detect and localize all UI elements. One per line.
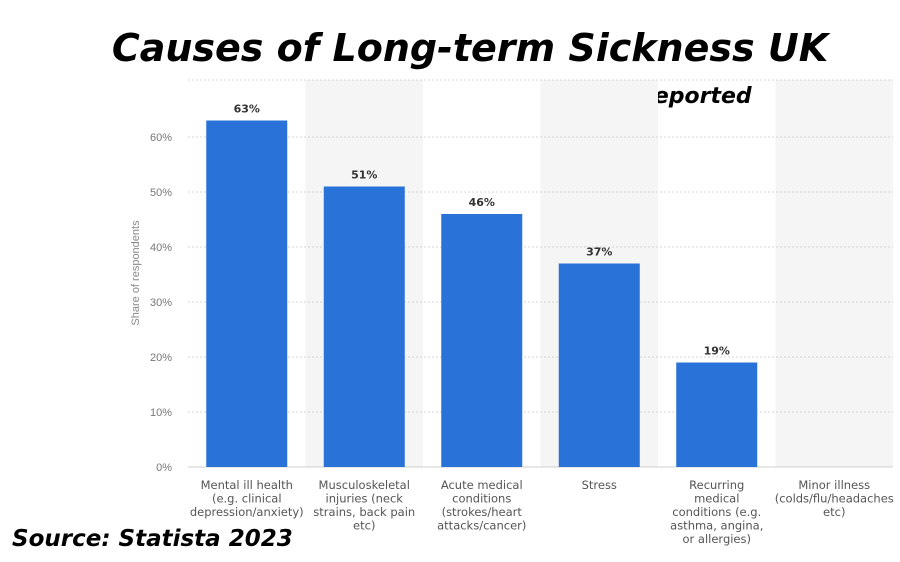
y-tick-label: 20%	[150, 352, 172, 364]
y-tick-label: 50%	[150, 187, 172, 199]
data-label: 63%	[234, 103, 260, 116]
x-tick-label: Musculoskeletal injuries (neck strains, ba…	[313, 478, 415, 533]
x-tick-label: Acute medical conditions (strokes/heart att…	[437, 478, 526, 533]
bar	[323, 186, 405, 467]
y-tick-label: 30%	[150, 297, 172, 309]
source-note: Source: Statista 2023	[12, 526, 293, 552]
data-label: 51%	[351, 169, 377, 182]
bar	[676, 362, 758, 467]
y-tick-label: 10%	[150, 407, 172, 419]
x-tick-label: Minor illness (colds/flu/headaches etc)	[775, 478, 894, 519]
bar	[206, 120, 288, 467]
y-tick-label: 40%	[150, 242, 172, 254]
x-tick-label: Mental ill health (e.g. clinical depressio…	[190, 478, 304, 519]
x-tick-label: Stress	[582, 478, 617, 492]
y-axis-label: Share of respondents	[130, 220, 142, 326]
bar	[441, 214, 523, 467]
data-label: 19%	[704, 345, 730, 358]
x-tick-label: Recurring medical conditions (e.g. asthma, …	[670, 478, 763, 546]
y-tick-label: 60%	[150, 132, 172, 144]
data-label: 37%	[586, 246, 612, 259]
chart-title: Causes of Long-term Sickness UK	[111, 26, 829, 70]
background-band	[775, 80, 893, 467]
data-label: 46%	[469, 196, 495, 209]
y-tick-label: 0%	[156, 462, 172, 474]
bar	[558, 263, 640, 467]
